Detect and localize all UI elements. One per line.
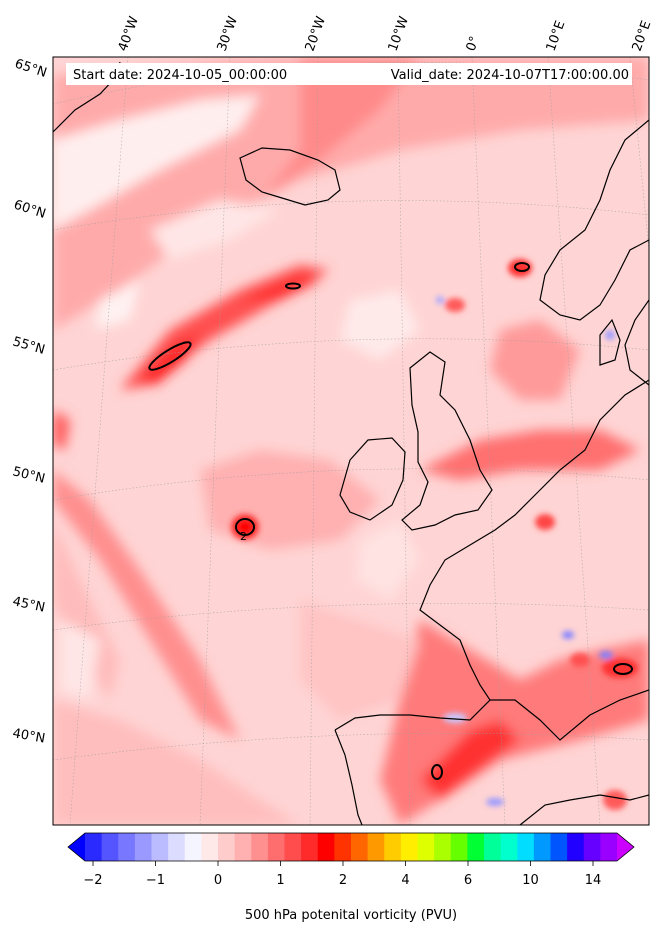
lat-label-65n: 65°N bbox=[13, 57, 49, 81]
pv-features bbox=[231, 259, 638, 810]
med-coast bbox=[490, 689, 649, 741]
lon-label-10w: 10°W bbox=[386, 14, 412, 53]
colorbar-cell bbox=[583, 833, 601, 861]
colorbar-cell bbox=[351, 833, 369, 861]
continent-coast bbox=[334, 379, 649, 731]
colorbar-tick-label: 2 bbox=[339, 873, 347, 888]
colorbar-cell bbox=[550, 833, 568, 861]
ireland-coast bbox=[339, 437, 406, 521]
colorbar-cell bbox=[134, 833, 153, 861]
colorbar-tick-label: 10 bbox=[522, 873, 539, 888]
colorbar-tick-label: 4 bbox=[401, 873, 409, 888]
lat-label-55n: 55°N bbox=[11, 334, 47, 357]
colorbar-outline bbox=[67, 832, 635, 862]
colorbar-tick-label: 1 bbox=[276, 873, 284, 888]
iceland-coast bbox=[239, 147, 341, 206]
colorbar-cell bbox=[600, 833, 618, 861]
colorbar-cell bbox=[384, 833, 402, 861]
colorbar-cell bbox=[533, 833, 552, 861]
colorbar-tick-label: 0 bbox=[214, 873, 222, 888]
colorbar-cell bbox=[301, 833, 319, 861]
colorbar-cell bbox=[334, 833, 352, 861]
colorbar-max-arrow bbox=[617, 833, 634, 861]
colorbar-cell bbox=[251, 833, 269, 861]
colorbar-cell bbox=[168, 833, 186, 861]
lat-label-60n: 60°N bbox=[12, 198, 48, 222]
lon-label-10e: 10°E bbox=[544, 19, 569, 54]
map-frame bbox=[52, 56, 650, 826]
valid-date-label: Valid_date: 2024-10-07T17:00:00.00 bbox=[391, 68, 629, 83]
lat-label-40n: 40°N bbox=[11, 726, 46, 746]
colorbar-cell bbox=[267, 833, 286, 861]
britain-coast bbox=[401, 351, 493, 531]
colorbar-cell bbox=[201, 833, 219, 861]
colorbar-cell bbox=[450, 833, 468, 861]
colorbar-cell bbox=[151, 833, 169, 861]
colorbar-min-arrow bbox=[68, 833, 85, 861]
colorbar-cell bbox=[400, 833, 419, 861]
denmark-coast bbox=[599, 318, 621, 366]
header-box bbox=[66, 63, 632, 85]
colorbar-cell bbox=[284, 833, 302, 861]
colorbar-tick-label: 6 bbox=[464, 873, 472, 888]
colorbar-cell bbox=[317, 833, 335, 861]
colorbar-cell bbox=[467, 833, 485, 861]
lat-label-45n: 45°N bbox=[11, 594, 46, 615]
colorbar-title: 500 hPa potenital vorticity (PVU) bbox=[245, 908, 457, 923]
colorbar-cells bbox=[85, 833, 618, 861]
colorbar-cell bbox=[500, 833, 518, 861]
iberia-coast bbox=[334, 729, 363, 825]
north-africa-coast bbox=[519, 794, 649, 825]
baltic-coast bbox=[624, 299, 649, 386]
colorbar-cell bbox=[118, 833, 136, 861]
lon-label-0: 0° bbox=[464, 34, 483, 53]
colorbar-tick-label: −1 bbox=[146, 873, 165, 888]
colorbar-cell bbox=[484, 833, 502, 861]
colorbar-cell bbox=[184, 833, 202, 861]
latitude-labels: 65°N 60°N 55°N 50°N 45°N 40°N bbox=[11, 57, 49, 747]
lat-label-50n: 50°N bbox=[11, 464, 46, 486]
lon-label-40w: 40°W bbox=[116, 14, 142, 53]
colorbar-cell bbox=[218, 833, 236, 861]
colorbar-cell bbox=[85, 833, 103, 861]
contour-label: 2 bbox=[240, 530, 247, 543]
colorbar-cell bbox=[234, 833, 252, 861]
colorbar-cell bbox=[434, 833, 452, 861]
colorbar-cell bbox=[101, 833, 119, 861]
colorbar-tick-label: −2 bbox=[83, 873, 102, 888]
colorbar-ticks: −2 −1 0 1 2 4 6 10 14 bbox=[83, 861, 601, 888]
colorbar-cell bbox=[517, 833, 535, 861]
colorbar-cell bbox=[367, 833, 385, 861]
map-panel: 2 Start date: 2024-10-05_00:00:00 Valid_… bbox=[53, 57, 649, 825]
lon-label-30w: 30°W bbox=[215, 14, 241, 53]
colorbar: −2 −1 0 1 2 4 6 10 14 500 hPa potenital vorticit… bbox=[67, 832, 635, 923]
pv-2-contours bbox=[148, 262, 633, 780]
colorbar-cell bbox=[417, 833, 435, 861]
colorbar-tick-label: 14 bbox=[585, 873, 602, 888]
scandinavia-coast bbox=[539, 119, 649, 321]
lon-label-20e: 20°E bbox=[630, 19, 655, 54]
colorbar-cell bbox=[567, 833, 585, 861]
start-date-label: Start date: 2024-10-05_00:00:00 bbox=[73, 68, 287, 83]
longitude-labels: 40°W 30°W 20°W 10°W 0° 10°E 20°E bbox=[116, 14, 655, 53]
lon-label-20w: 20°W bbox=[303, 14, 329, 53]
